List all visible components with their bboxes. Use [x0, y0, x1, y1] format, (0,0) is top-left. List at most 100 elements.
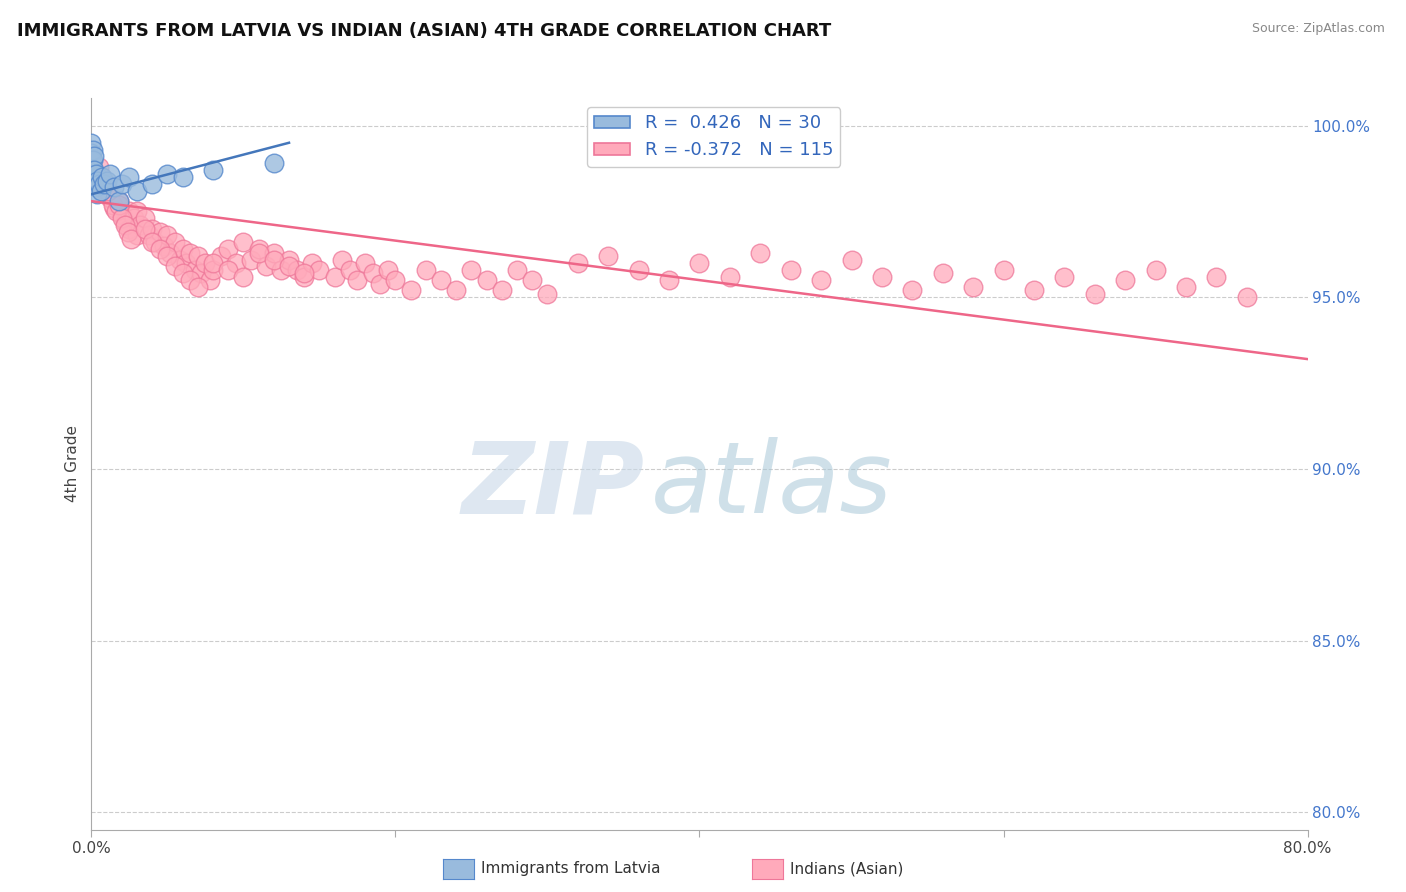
- Point: [285, 262, 308, 277]
- Point: [491, 284, 513, 298]
- Point: [94, 177, 117, 191]
- Point: [217, 242, 239, 256]
- Point: [1084, 286, 1107, 301]
- Point: [172, 170, 194, 185]
- Y-axis label: 4th Grade: 4th Grade: [65, 425, 80, 502]
- Point: [179, 273, 201, 287]
- Point: [103, 201, 125, 215]
- Point: [101, 197, 124, 211]
- Point: [198, 273, 221, 287]
- Point: [122, 211, 145, 226]
- Point: [114, 218, 136, 232]
- Point: [346, 273, 368, 287]
- Text: IMMIGRANTS FROM LATVIA VS INDIAN (ASIAN) 4TH GRADE CORRELATION CHART: IMMIGRANTS FROM LATVIA VS INDIAN (ASIAN)…: [17, 22, 831, 40]
- Point: [1053, 269, 1076, 284]
- Point: [993, 262, 1015, 277]
- Point: [688, 256, 710, 270]
- Text: Indians (Asian): Indians (Asian): [790, 862, 904, 876]
- Text: atlas: atlas: [651, 437, 893, 534]
- Point: [779, 262, 801, 277]
- Point: [270, 262, 292, 277]
- Point: [118, 204, 141, 219]
- Point: [339, 262, 361, 277]
- Point: [184, 262, 207, 277]
- Point: [98, 191, 121, 205]
- Point: [1174, 280, 1197, 294]
- Point: [141, 177, 163, 191]
- Point: [153, 239, 176, 253]
- Point: [506, 262, 529, 277]
- Point: [86, 173, 108, 187]
- Point: [718, 269, 741, 284]
- Point: [202, 163, 225, 178]
- Point: [278, 260, 301, 274]
- Text: Source: ZipAtlas.com: Source: ZipAtlas.com: [1251, 22, 1385, 36]
- Point: [232, 235, 254, 250]
- Point: [84, 167, 107, 181]
- Point: [444, 284, 467, 298]
- Point: [202, 262, 225, 277]
- Point: [430, 273, 453, 287]
- Point: [399, 284, 422, 298]
- Point: [1205, 269, 1227, 284]
- Point: [901, 284, 924, 298]
- Point: [567, 256, 589, 270]
- Point: [111, 208, 134, 222]
- Point: [810, 273, 832, 287]
- Point: [254, 260, 277, 274]
- Point: [460, 262, 482, 277]
- Point: [163, 235, 186, 250]
- Point: [104, 204, 127, 219]
- Point: [134, 221, 156, 235]
- Point: [627, 262, 650, 277]
- Point: [83, 163, 105, 178]
- Point: [141, 221, 163, 235]
- Point: [301, 256, 323, 270]
- Point: [209, 249, 232, 263]
- Point: [129, 218, 152, 232]
- Legend: R =  0.426   N = 30, R = -0.372   N = 115: R = 0.426 N = 30, R = -0.372 N = 115: [586, 107, 841, 167]
- Point: [87, 177, 110, 191]
- Point: [125, 184, 148, 198]
- Point: [91, 170, 114, 185]
- Point: [263, 245, 285, 260]
- Point: [330, 252, 353, 267]
- Point: [377, 262, 399, 277]
- Point: [415, 262, 437, 277]
- Point: [658, 273, 681, 287]
- Point: [870, 269, 893, 284]
- Point: [107, 197, 129, 211]
- Point: [1022, 284, 1045, 298]
- Point: [179, 245, 201, 260]
- Point: [263, 252, 285, 267]
- Text: Immigrants from Latvia: Immigrants from Latvia: [481, 862, 661, 876]
- Point: [931, 266, 953, 280]
- Point: [86, 187, 108, 202]
- Point: [217, 262, 239, 277]
- Point: [82, 173, 104, 187]
- Point: [82, 153, 104, 167]
- Point: [187, 249, 209, 263]
- Point: [247, 242, 270, 256]
- Point: [292, 266, 315, 280]
- Point: [156, 249, 179, 263]
- Point: [83, 149, 105, 163]
- Point: [1236, 290, 1258, 304]
- Point: [93, 173, 115, 187]
- Point: [202, 256, 225, 270]
- Point: [232, 269, 254, 284]
- Point: [240, 252, 263, 267]
- Point: [962, 280, 984, 294]
- Point: [225, 256, 247, 270]
- Point: [111, 211, 134, 226]
- Point: [134, 211, 156, 226]
- Point: [749, 245, 772, 260]
- Point: [117, 225, 139, 239]
- Point: [125, 204, 148, 219]
- Point: [159, 245, 181, 260]
- Point: [149, 225, 172, 239]
- Point: [1114, 273, 1136, 287]
- Point: [141, 235, 163, 250]
- Point: [598, 249, 620, 263]
- Point: [384, 273, 406, 287]
